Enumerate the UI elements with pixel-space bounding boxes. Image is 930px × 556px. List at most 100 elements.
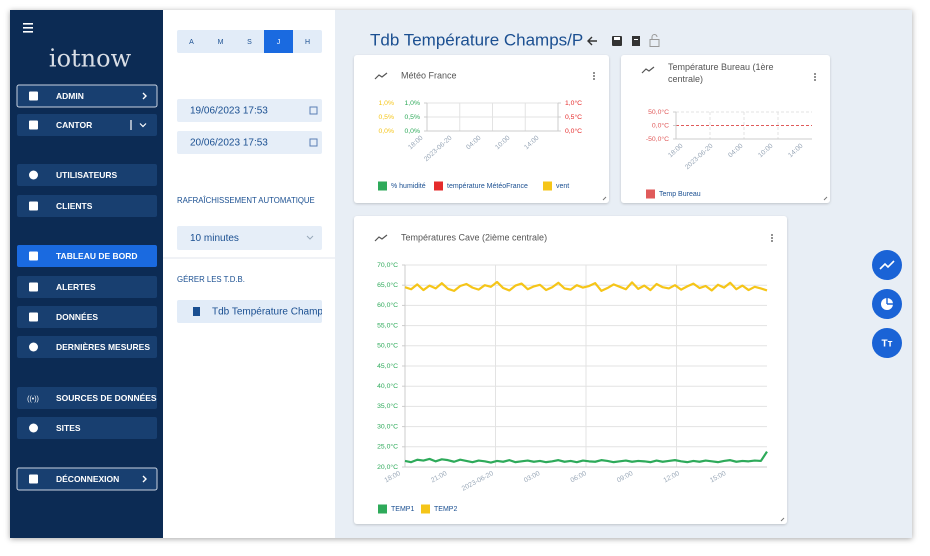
resize-handle xyxy=(602,196,607,201)
legend-entry[interactable]: TEMP1 xyxy=(378,504,414,514)
legend-label: température MétéoFrance xyxy=(447,183,528,190)
menu-item[interactable]: DONNÉES xyxy=(17,306,157,328)
period-tab[interactable]: J xyxy=(264,30,293,53)
menu-item[interactable]: DÉCONNEXION xyxy=(16,467,158,491)
y-tick-label: 0,0°C xyxy=(652,121,669,129)
menu-icon xyxy=(29,201,38,211)
widget-card xyxy=(354,55,609,203)
period-tab[interactable]: S xyxy=(247,39,252,46)
period-tab[interactable]: H xyxy=(305,39,310,46)
widget-title: Météo France xyxy=(401,70,457,80)
date-field[interactable]: 19/06/2023 17:53 xyxy=(177,99,322,122)
period-tab-selected xyxy=(264,30,293,53)
legend-entry[interactable]: % humidité xyxy=(378,181,426,191)
legend-swatch xyxy=(543,181,552,191)
refresh-select[interactable]: 10 minutes xyxy=(177,226,322,250)
legend-entry[interactable]: température MétéoFrance xyxy=(434,181,528,191)
period-label: M xyxy=(218,39,224,46)
menu-icon xyxy=(29,342,38,352)
legend-label: TEMP1 xyxy=(391,506,414,513)
menu-item-bg xyxy=(17,336,157,358)
y-tick-label: 25,0°C xyxy=(377,443,398,451)
widget-menu[interactable] xyxy=(593,72,595,80)
widget-menu[interactable] xyxy=(814,73,816,81)
chevron xyxy=(130,120,147,130)
menu-item-bg xyxy=(16,84,158,108)
chevron xyxy=(142,92,147,100)
period-label: S xyxy=(247,39,252,46)
menu-dot xyxy=(771,234,773,236)
menu-item[interactable]: ADMIN xyxy=(16,84,158,108)
menu-item[interactable]: UTILISATEURS xyxy=(17,164,157,186)
menu-icon: ((•)) xyxy=(27,396,39,403)
menu-item[interactable]: SITES xyxy=(17,417,157,439)
refresh-value: 10 minutes xyxy=(190,233,239,244)
dashboard-item[interactable]: Tdb Température Champ xyxy=(177,300,323,323)
dashboard-item-bg xyxy=(177,300,322,323)
menu-label: CLIENTS xyxy=(56,201,93,211)
menu-label: SOURCES DE DONNÉES xyxy=(56,393,157,403)
y-tick-label: 30,0°C xyxy=(377,422,398,430)
y-tick-label: 65,0°C xyxy=(377,281,398,289)
menu-dot xyxy=(593,78,595,80)
lock-icon[interactable] xyxy=(649,34,660,47)
period-label: J xyxy=(277,39,281,46)
hamburger[interactable] xyxy=(23,23,33,33)
legend-swatch xyxy=(434,181,443,191)
menu-dot xyxy=(771,240,773,242)
trash-icon xyxy=(193,307,200,316)
menu-icon xyxy=(29,120,38,130)
menu-item-bg xyxy=(17,114,157,136)
period-tab[interactable]: M xyxy=(218,39,224,46)
dashboard-name: Tdb Température Champ xyxy=(212,307,323,318)
menu-item[interactable]: CANTOR xyxy=(17,114,157,136)
menu-item[interactable]: ALERTES xyxy=(17,276,157,298)
date-field-bg xyxy=(177,131,322,154)
legend-entry[interactable]: vent xyxy=(543,181,569,191)
menu-item-bg xyxy=(16,467,158,491)
save-icon[interactable] xyxy=(612,36,622,46)
menu-item[interactable]: ((•)) SOURCES DE DONNÉES xyxy=(17,387,157,409)
date-field[interactable]: 20/06/2023 17:53 xyxy=(177,131,322,154)
menu-dot xyxy=(771,237,773,239)
menu-item[interactable]: CLIENTS xyxy=(17,195,157,217)
legend-entry[interactable]: Temp Bureau xyxy=(646,189,701,199)
refresh-label: RAFRAÎCHISSEMENT AUTOMATIQUE xyxy=(177,196,315,205)
menu-dot xyxy=(593,75,595,77)
menu-item[interactable]: TABLEAU DE BORD xyxy=(17,245,157,267)
period-tab[interactable]: A xyxy=(189,39,194,46)
date-value: 19/06/2023 17:53 xyxy=(190,106,268,117)
widget-icon xyxy=(641,66,655,74)
menu-icon xyxy=(29,251,38,261)
fab-text[interactable]: Tт xyxy=(872,328,902,358)
widget-menu[interactable] xyxy=(771,234,773,242)
menu-label: CANTOR xyxy=(56,120,92,130)
calendar-icon xyxy=(309,106,318,115)
menu-item-bg xyxy=(17,306,157,328)
delete-icon[interactable] xyxy=(632,36,640,46)
fab-line-chart[interactable] xyxy=(872,250,902,280)
menu-dot xyxy=(814,79,816,81)
menu-item[interactable]: DERNIÈRES MESURES xyxy=(17,336,157,358)
legend-entry[interactable]: TEMP2 xyxy=(421,504,457,514)
menu-item-bg xyxy=(17,195,157,217)
fab-pie-chart[interactable] xyxy=(872,289,902,319)
legend-swatch xyxy=(421,504,430,514)
widget-icon xyxy=(374,234,388,242)
menu-dot xyxy=(593,72,595,74)
y-tick-label: 0,0% xyxy=(405,128,421,135)
y-tick-label: 0,0°C xyxy=(565,127,582,135)
series-line xyxy=(404,451,768,464)
menu-dot xyxy=(814,73,816,75)
date-field-bg xyxy=(177,99,322,122)
menu-label: SITES xyxy=(56,423,81,433)
menu-label: UTILISATEURS xyxy=(56,170,118,180)
legend-label: TEMP2 xyxy=(434,506,457,513)
back-icon[interactable] xyxy=(587,36,597,46)
y-tick-label: 50,0°C xyxy=(377,342,398,350)
menu-item-bg xyxy=(17,245,157,267)
menu-icon xyxy=(29,170,38,180)
y-tick-label: 0,0% xyxy=(379,128,395,135)
